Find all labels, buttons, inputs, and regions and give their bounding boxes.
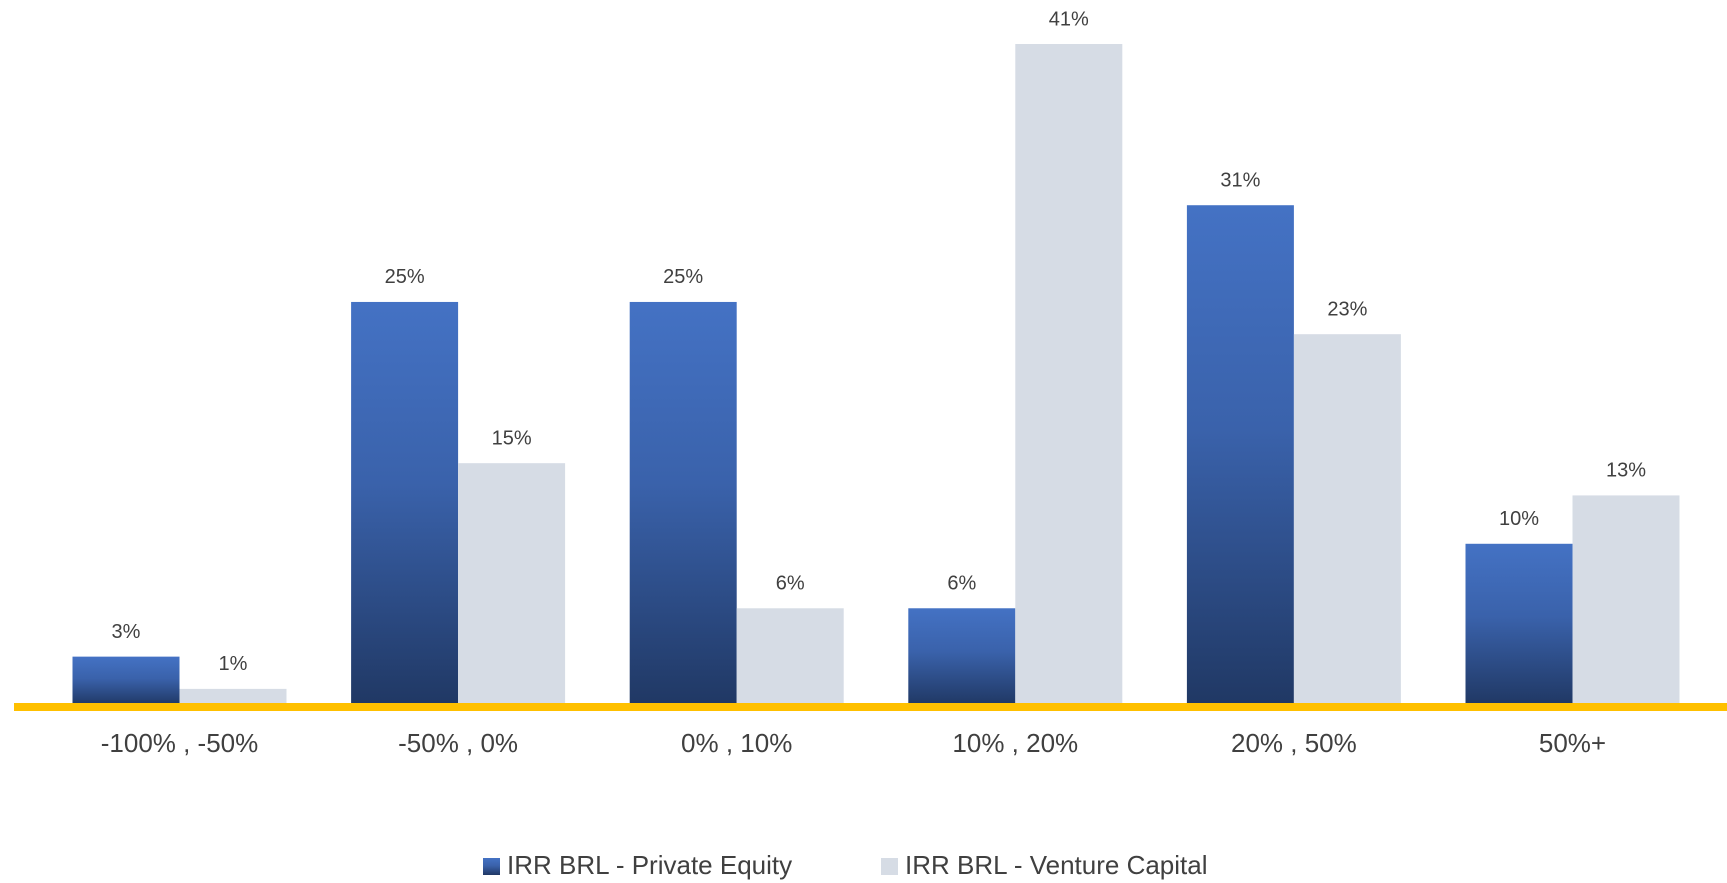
x-tick-label: -50% , 0% bbox=[398, 728, 518, 758]
bar bbox=[736, 608, 844, 705]
value-label: 13% bbox=[1606, 460, 1646, 482]
value-label: 31% bbox=[1220, 170, 1260, 192]
x-tick-label: -100% , -50% bbox=[101, 728, 259, 758]
value-label: 41% bbox=[1049, 8, 1089, 30]
x-tick-label: 10% , 20% bbox=[952, 728, 1078, 758]
bar bbox=[1465, 543, 1573, 705]
bar bbox=[179, 688, 287, 705]
legend-label: IRR BRL - Private Equity bbox=[507, 850, 792, 880]
bar bbox=[908, 608, 1016, 705]
legend-label: IRR BRL - Venture Capital bbox=[905, 850, 1208, 880]
value-label: 23% bbox=[1327, 298, 1367, 320]
bar bbox=[1293, 334, 1401, 705]
bar bbox=[458, 463, 566, 705]
bar bbox=[72, 656, 180, 705]
baseline bbox=[14, 703, 1727, 711]
legend-swatch bbox=[483, 858, 500, 875]
bar bbox=[1572, 495, 1680, 705]
bar bbox=[351, 301, 459, 705]
value-label: 6% bbox=[776, 573, 805, 595]
bar bbox=[1186, 205, 1294, 705]
value-label: 15% bbox=[492, 427, 532, 449]
value-label: 25% bbox=[385, 266, 425, 288]
value-label: 1% bbox=[219, 653, 248, 675]
value-label: 10% bbox=[1499, 508, 1539, 530]
value-label: 6% bbox=[947, 573, 976, 595]
x-tick-label: 50%+ bbox=[1539, 728, 1606, 758]
x-tick-label: 0% , 10% bbox=[681, 728, 792, 758]
bar bbox=[629, 301, 737, 705]
bar bbox=[1015, 44, 1123, 705]
legend-swatch bbox=[881, 858, 898, 875]
x-tick-label: 20% , 50% bbox=[1231, 728, 1357, 758]
value-label: 25% bbox=[663, 266, 703, 288]
value-label: 3% bbox=[112, 621, 141, 643]
